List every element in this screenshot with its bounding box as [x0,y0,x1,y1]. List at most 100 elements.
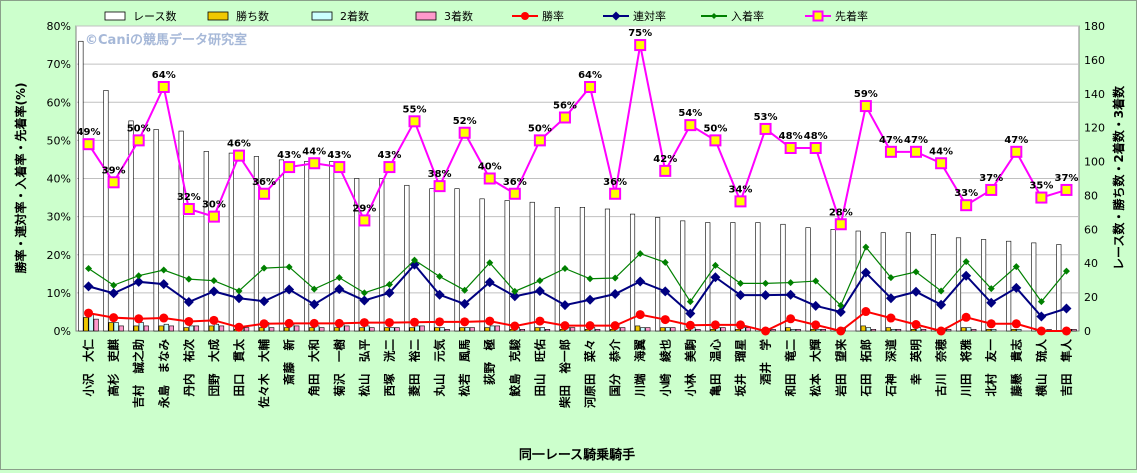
point [185,275,193,283]
bar [971,329,977,332]
data-label: 43% [377,150,401,161]
point [559,300,570,311]
point [660,315,670,325]
x-tick-label: 松山 弘平 [357,339,371,397]
point [885,293,896,304]
point [835,306,846,317]
bar [544,329,551,332]
x-tick-label: 横山 琉人 [1034,339,1048,397]
data-label: 34% [729,184,753,195]
y-left-tick-label: 60% [47,96,71,109]
point [610,289,621,300]
x-tick-label: 小沢 大仁 [82,339,96,398]
bar [780,223,786,332]
bar [394,327,400,332]
data-label: 30% [202,200,226,211]
bar [930,234,936,332]
point [884,145,897,158]
x-tick-label: 河原田 菜々 [583,339,597,408]
bar [319,327,325,332]
point [435,317,445,327]
bar [439,327,445,332]
series-line [88,245,1067,307]
point [384,287,395,298]
bar [163,323,169,332]
point [258,187,271,200]
point [634,39,647,52]
legend-label: 勝率 [542,9,564,23]
x-tick-label: 川田 将雅 [959,339,973,398]
bar [570,327,576,332]
x-tick-label: 国分 恭介 [608,339,622,397]
bar [219,325,225,332]
bar [384,327,390,332]
point [308,157,321,170]
bar [203,151,209,332]
x-tick-label: 柴田 裕一郎 [558,339,572,409]
point [359,295,370,306]
bar [1016,329,1022,332]
point [837,301,845,309]
point [309,299,320,310]
point [859,100,872,113]
bar [434,327,440,332]
x-tick-label: 菊沢 一樹 [332,339,346,397]
point [182,203,195,215]
point [961,270,972,281]
point [636,250,644,258]
bar [680,220,686,332]
y-left-tick-label: 0% [54,325,71,338]
x-tick-label: 高杉 吏麒 [107,339,121,397]
bar [153,129,159,332]
point [586,275,594,283]
bar [269,327,275,332]
point [986,319,996,329]
point [1062,267,1070,275]
bar [278,159,285,332]
x-tick-label: 酒井 学 [759,339,773,385]
point [509,291,520,302]
legend-label: 先着率 [835,9,868,23]
bar [309,327,315,332]
bar [78,40,84,332]
data-label: 52% [453,116,477,127]
point [433,180,446,193]
x-tick-label: 角田 大和 [307,339,321,397]
point [936,326,946,336]
y-right-tick-label: 60 [1084,223,1098,236]
data-label: 42% [653,154,677,165]
point [536,277,544,285]
data-label: 46% [227,139,251,150]
point [611,274,619,282]
bar [815,329,821,332]
point [760,290,771,301]
point [207,210,220,223]
point [811,320,821,330]
point [232,149,245,162]
bar [244,327,250,332]
point [83,281,94,292]
x-tick-label: 丸山 元気 [433,339,447,398]
series-line [88,263,1067,318]
x-tick-label: 田口 貫太 [232,339,246,397]
point [661,258,669,266]
legend-label: レース数 [133,10,176,23]
bar [519,329,526,332]
point [183,297,194,308]
y-right-tick-label: 160 [1084,54,1105,67]
x-tick-label: 菱田 裕二 [408,339,422,397]
bar [414,325,420,332]
bar [359,327,365,332]
bar [183,327,189,332]
y-axis-right-label: レース数・勝ち数・2着数・3着数 [1111,85,1126,270]
bar [986,329,992,332]
bar [670,327,676,332]
point [887,274,895,282]
point [861,307,871,317]
point [886,313,896,323]
point [585,321,595,331]
x-tick-label: 古川 奈穂 [934,339,948,397]
bar [178,130,184,332]
point [936,299,947,310]
